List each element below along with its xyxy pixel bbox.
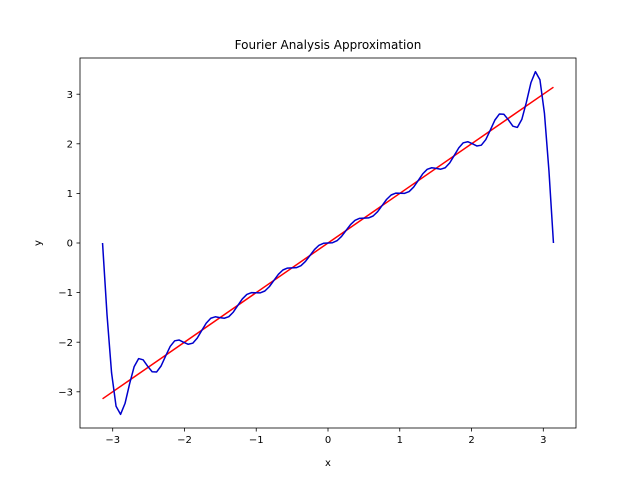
y-tick-label: −3 [58,387,73,398]
x-tick-label: −1 [249,435,264,446]
chart-title: Fourier Analysis Approximation [235,38,422,52]
y-tick-label: 0 [67,239,73,250]
y-tick-label: 3 [67,90,73,101]
y-tick-label: 1 [67,189,73,200]
x-tick-label: 1 [397,435,403,446]
x-tick-label: 0 [325,435,331,446]
y-axis-label: y [33,240,44,246]
y-axis-ticks: −3 −2 −1 0 1 2 3 [58,90,80,398]
x-axis-label: x [325,458,331,469]
x-tick-label: 3 [540,435,546,446]
y-tick-label: −2 [58,338,73,349]
x-axis-ticks: −3 −2 −1 0 1 2 3 [105,428,546,446]
x-tick-label: −2 [177,435,192,446]
y-tick-label: 2 [67,139,73,150]
series-layer [101,70,555,416]
series-line-2 [101,70,555,416]
x-tick-label: 2 [468,435,474,446]
x-tick-label: −3 [105,435,120,446]
y-tick-label: −1 [58,288,73,299]
